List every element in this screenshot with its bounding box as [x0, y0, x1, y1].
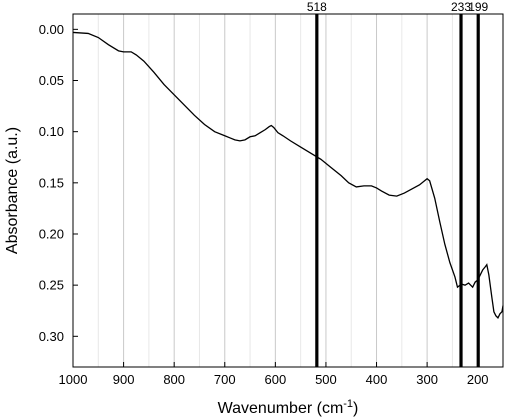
x-tick-label: 200 — [467, 372, 489, 387]
marker-label-199: 199 — [468, 0, 488, 14]
y-tick-label: 0.00 — [39, 22, 64, 37]
x-tick-label: 300 — [416, 372, 438, 387]
absorbance-series-line — [72, 31, 504, 319]
y-tick-label: 0.05 — [39, 73, 64, 88]
x-tick-label: 700 — [214, 372, 236, 387]
x-tick-label: 900 — [113, 372, 135, 387]
x-tick-label: 1000 — [59, 372, 88, 387]
axis-ticks: 1000 900 800 700 600 500 400 300 200 0.00 0.05 0.10… — [39, 22, 489, 387]
x-tick-label: 600 — [265, 372, 287, 387]
grid-lines — [97, 14, 504, 367]
marker-label-233: 233 — [451, 0, 471, 14]
x-tick-label: 400 — [366, 372, 388, 387]
y-axis-label: Absorbance (a.u.) — [4, 127, 21, 254]
y-tick-label: 0.10 — [39, 124, 64, 139]
x-tick-label: 500 — [315, 372, 337, 387]
x-axis-label-end: ) — [353, 400, 358, 417]
y-tick-label: 0.15 — [39, 175, 64, 190]
y-tick-label: 0.20 — [39, 226, 64, 241]
marker-label-518: 518 — [307, 0, 327, 14]
x-axis-label: Wavenumber (cm-1) — [218, 398, 359, 417]
y-tick-label: 0.30 — [39, 329, 64, 344]
x-axis-label-sup: -1 — [343, 398, 353, 410]
x-axis-label-main: Wavenumber (cm — [218, 400, 344, 417]
plot-frame — [72, 13, 504, 368]
y-tick-label: 0.25 — [39, 278, 64, 293]
x-tick-label: 800 — [163, 372, 185, 387]
